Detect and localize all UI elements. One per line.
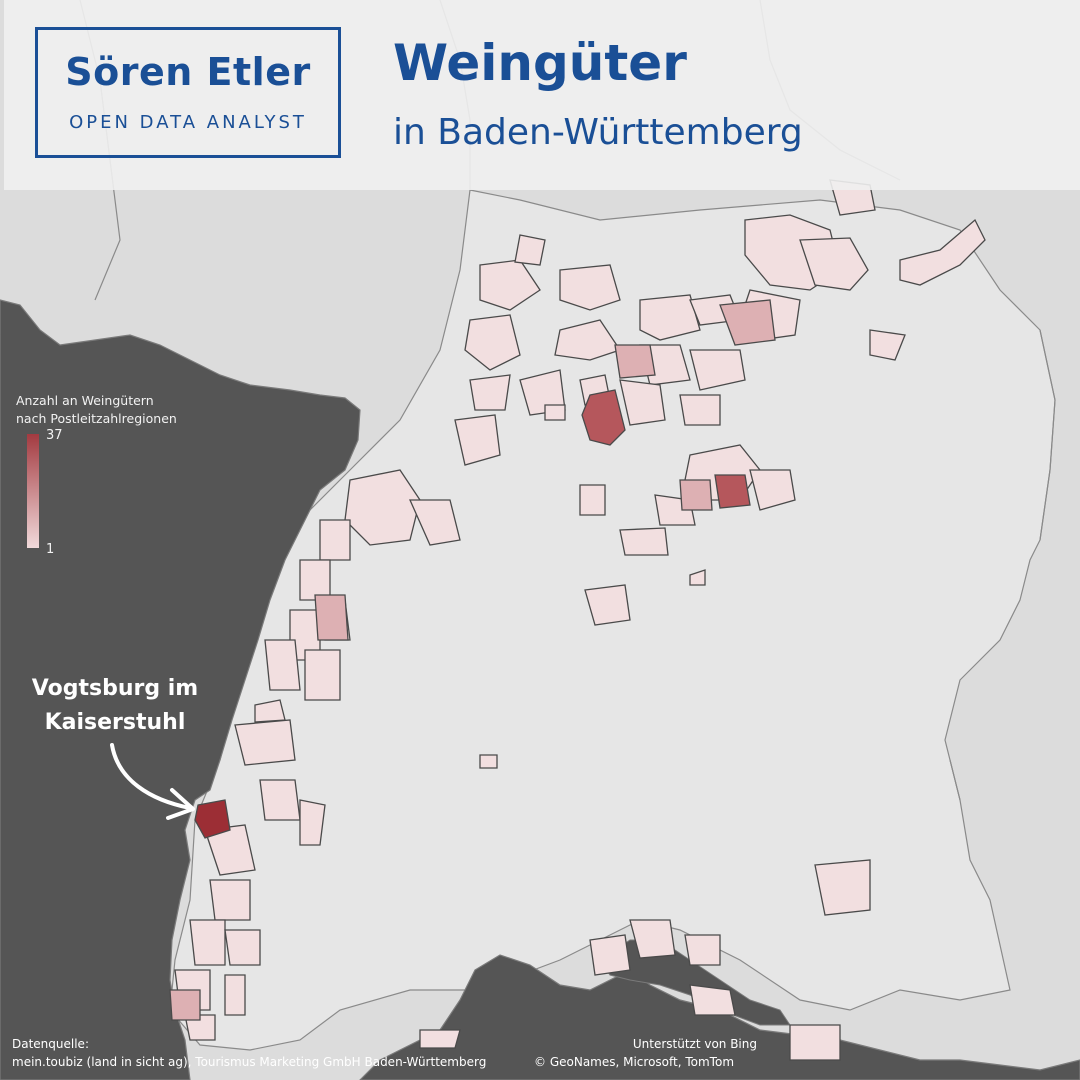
- callout-arrowhead: [166, 788, 195, 820]
- source-text: mein.toubiz (land in sicht ag), Tourismu…: [12, 1055, 487, 1069]
- postal-regions: [174, 179, 986, 1061]
- legend-color-bar: [27, 434, 39, 548]
- attribution-line1: Unterstützt von Bing: [632, 1037, 757, 1051]
- callout-line2: Kaiserstuhl: [44, 710, 186, 735]
- callout-arrow: [110, 743, 192, 810]
- attribution-line2: © GeoNames, Microsoft, TomTom: [534, 1055, 735, 1069]
- source-label: Datenquelle:: [12, 1037, 89, 1051]
- callout-line1: Vogtsburg im: [31, 676, 199, 701]
- region-vogtsburg[interactable]: [194, 799, 231, 839]
- neighbor-west: [0, 299, 361, 1080]
- map-subtitle: in Baden-Württemberg: [393, 112, 803, 153]
- legend-title: Anzahl an Weingütern nach Postleitzahlre…: [16, 392, 216, 428]
- postal-regions-medium: [169, 299, 776, 1021]
- map-title: Weingüter: [393, 34, 687, 92]
- legend-min-label: 1: [46, 542, 55, 557]
- postal-regions-high: [581, 389, 751, 509]
- brand-tagline: OPEN DATA ANALYST: [69, 112, 307, 133]
- brand-logo: Sören Etler OPEN DATA ANALYST: [35, 27, 341, 158]
- header-band: [4, 0, 1080, 190]
- legend-title-line1: Anzahl an Weingütern: [16, 393, 154, 408]
- neighbor-south: [359, 954, 1080, 1080]
- legend-title-line2: nach Postleitzahlregionen: [16, 411, 177, 426]
- legend-max-label: 37: [46, 428, 63, 443]
- brand-name: Sören Etler: [65, 50, 311, 94]
- callout-label: Vogtsburg im Kaiserstuhl: [20, 672, 210, 740]
